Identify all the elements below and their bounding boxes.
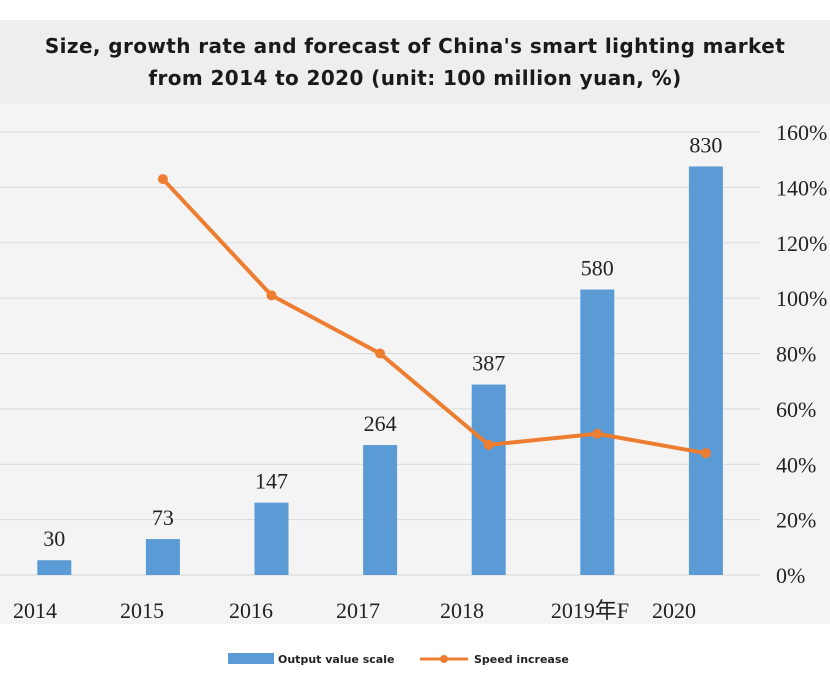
line-point-2015 [157, 174, 168, 185]
bar-label-2017: 264 [364, 411, 397, 436]
line-point-2018 [483, 439, 494, 450]
bar-label-2020: 830 [689, 132, 722, 157]
bar-label-2018: 387 [472, 351, 505, 376]
y-tick-40%: 40% [776, 452, 816, 477]
y-tick-100%: 100% [776, 286, 827, 311]
legend-label-bar: Output value scale [278, 653, 394, 666]
bar-label-2016: 147 [255, 469, 288, 494]
line-series [157, 174, 711, 459]
x-tick-2018: 2018 [440, 598, 484, 623]
y-tick-120%: 120% [776, 231, 827, 256]
bar-2016 [254, 502, 289, 575]
bar-2018 [471, 384, 506, 575]
line-point-2019年F [592, 428, 603, 439]
y-tick-60%: 60% [776, 397, 816, 422]
bar-data-labels: 30 73 147 264 387 580 830 [43, 132, 722, 551]
y-tick-0%: 0% [776, 563, 805, 588]
bar-label-2015: 73 [152, 505, 174, 530]
y-tick-80%: 80% [776, 342, 816, 367]
bar-series [37, 166, 723, 575]
y-tick-140%: 140% [776, 175, 827, 200]
legend: Output value scale Speed increase [228, 653, 569, 666]
chart-title-line-2: from 2014 to 2020 (unit: 100 million yua… [148, 66, 682, 90]
bar-2020 [688, 166, 723, 575]
x-tick-2016: 2016 [229, 598, 273, 623]
bar-label-2019年F: 580 [581, 256, 614, 281]
line-point-2016 [266, 290, 277, 301]
right-axis-tick-labels: 0% 20% 40% 60% 80% 100% 120% 140% 160% [776, 120, 827, 588]
speed-increase-line [161, 177, 707, 456]
legend-marker-line [440, 655, 448, 663]
x-tick-2015: 2015 [120, 598, 164, 623]
x-tick-2020: 2020 [652, 598, 696, 623]
bar-2015 [145, 539, 180, 575]
title-band [0, 20, 830, 104]
line-point-2020 [700, 448, 711, 459]
chart-title-line-1: Size, growth rate and forecast of China'… [44, 34, 786, 58]
x-tick-2017: 2017 [336, 598, 380, 623]
bar-2017 [363, 445, 398, 575]
legend-label-line: Speed increase [474, 653, 569, 666]
y-tick-160%: 160% [776, 120, 827, 145]
bar-2014 [37, 560, 72, 575]
x-tick-2014: 2014 [13, 598, 57, 623]
x-axis-tick-labels: 2014 2015 2016 2017 2018 2019年F 2020 [13, 598, 696, 623]
bar-label-2014: 30 [43, 526, 65, 551]
legend-swatch-bar [228, 653, 274, 664]
y-tick-20%: 20% [776, 508, 816, 533]
line-point-2017 [375, 348, 386, 359]
chart-title: Size, growth rate and forecast of China'… [0, 30, 830, 94]
x-tick-2019年F: 2019年F [551, 598, 629, 623]
